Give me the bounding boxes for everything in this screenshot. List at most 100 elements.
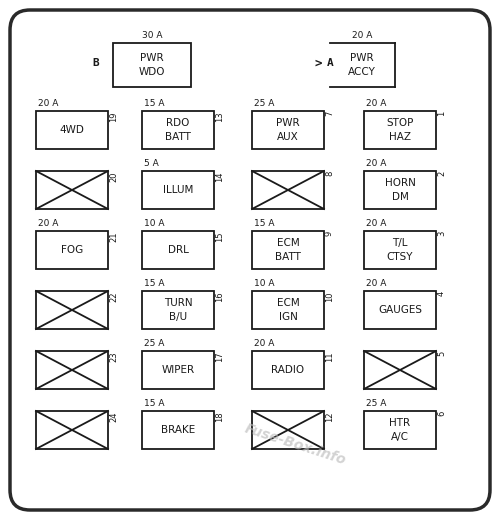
Text: 19: 19 <box>109 111 118 122</box>
Text: 15 A: 15 A <box>144 399 165 408</box>
Text: 20 A: 20 A <box>254 339 274 348</box>
Bar <box>252 291 324 329</box>
Text: HAZ: HAZ <box>389 132 411 142</box>
Text: 23: 23 <box>109 351 118 361</box>
Text: 25 A: 25 A <box>144 339 165 348</box>
Text: 20 A: 20 A <box>366 99 386 108</box>
Text: 25 A: 25 A <box>366 399 386 408</box>
Text: PWR: PWR <box>140 53 164 63</box>
Text: 24: 24 <box>109 411 118 422</box>
Text: PWR: PWR <box>276 118 300 128</box>
Text: 15: 15 <box>215 231 224 241</box>
Text: 2: 2 <box>437 171 446 176</box>
Text: 20 A: 20 A <box>366 159 386 168</box>
Text: BRAKE: BRAKE <box>161 425 195 435</box>
Text: 15 A: 15 A <box>144 279 165 288</box>
Text: IGN: IGN <box>278 312 297 322</box>
Text: 15 A: 15 A <box>254 219 274 228</box>
Text: A: A <box>326 58 334 68</box>
Text: A/C: A/C <box>391 432 409 442</box>
Text: >: > <box>314 57 322 70</box>
Text: 14: 14 <box>215 171 224 181</box>
Bar <box>364 291 436 329</box>
Text: 11: 11 <box>325 351 334 361</box>
Text: 20 A: 20 A <box>38 219 58 228</box>
Text: AUX: AUX <box>277 132 299 142</box>
Text: RADIO: RADIO <box>272 365 304 375</box>
Bar <box>364 171 436 209</box>
Text: 30 A: 30 A <box>142 31 162 40</box>
Text: WIPER: WIPER <box>162 365 194 375</box>
Text: TURN: TURN <box>164 298 192 308</box>
Text: 9: 9 <box>325 231 334 236</box>
Bar <box>36 351 108 389</box>
Bar <box>142 231 214 269</box>
Bar <box>36 411 108 449</box>
Text: 15 A: 15 A <box>144 99 165 108</box>
Text: STOP: STOP <box>386 118 413 128</box>
Bar <box>36 291 108 329</box>
Text: FOG: FOG <box>61 245 83 255</box>
Bar <box>252 111 324 149</box>
Text: ECM: ECM <box>276 298 299 308</box>
Bar <box>36 111 108 149</box>
Text: BATT: BATT <box>275 252 301 262</box>
Bar <box>36 171 108 209</box>
Bar <box>113 43 191 87</box>
Text: 20 A: 20 A <box>366 219 386 228</box>
FancyBboxPatch shape <box>10 10 490 510</box>
Text: 7: 7 <box>325 111 334 116</box>
Text: 20 A: 20 A <box>38 99 58 108</box>
Bar <box>252 411 324 449</box>
Bar <box>142 111 214 149</box>
Text: 16: 16 <box>215 291 224 302</box>
Bar <box>142 291 214 329</box>
Bar <box>364 111 436 149</box>
Bar <box>142 351 214 389</box>
Bar <box>142 411 214 449</box>
Text: 20: 20 <box>109 171 118 181</box>
Text: HORN: HORN <box>384 178 416 188</box>
Bar <box>252 171 324 209</box>
Bar <box>364 411 436 449</box>
Bar <box>252 231 324 269</box>
Text: 1: 1 <box>437 111 446 116</box>
Text: 22: 22 <box>109 291 118 302</box>
Text: 6: 6 <box>437 411 446 417</box>
Text: 18: 18 <box>215 411 224 422</box>
Text: 21: 21 <box>109 231 118 241</box>
Text: CTSY: CTSY <box>387 252 413 262</box>
Text: GAUGES: GAUGES <box>378 305 422 315</box>
Text: Fuse-Box.info: Fuse-Box.info <box>242 422 348 468</box>
Text: HTR: HTR <box>390 418 410 428</box>
Text: 5: 5 <box>437 351 446 356</box>
Text: 8: 8 <box>325 171 334 176</box>
Text: WDO: WDO <box>139 67 165 77</box>
Text: 20 A: 20 A <box>366 279 386 288</box>
Text: 20 A: 20 A <box>352 31 372 40</box>
Text: 10: 10 <box>325 291 334 302</box>
Bar <box>364 231 436 269</box>
Bar <box>252 351 324 389</box>
Text: RDO: RDO <box>166 118 190 128</box>
Text: B: B <box>92 58 100 68</box>
Text: 3: 3 <box>437 231 446 237</box>
Text: ECM: ECM <box>276 238 299 248</box>
Text: B/U: B/U <box>169 312 187 322</box>
Text: 4: 4 <box>437 291 446 296</box>
Text: 4WD: 4WD <box>60 125 84 135</box>
Text: 10 A: 10 A <box>254 279 274 288</box>
Text: 5 A: 5 A <box>144 159 159 168</box>
Text: BATT: BATT <box>165 132 191 142</box>
Text: T/L: T/L <box>392 238 408 248</box>
Text: 13: 13 <box>215 111 224 122</box>
Text: DM: DM <box>392 192 408 202</box>
Text: 10 A: 10 A <box>144 219 165 228</box>
Text: PWR: PWR <box>350 53 374 63</box>
Bar <box>364 351 436 389</box>
Text: 12: 12 <box>325 411 334 422</box>
Bar <box>36 231 108 269</box>
Bar <box>142 171 214 209</box>
Text: 17: 17 <box>215 351 224 361</box>
Text: ILLUM: ILLUM <box>163 185 193 195</box>
